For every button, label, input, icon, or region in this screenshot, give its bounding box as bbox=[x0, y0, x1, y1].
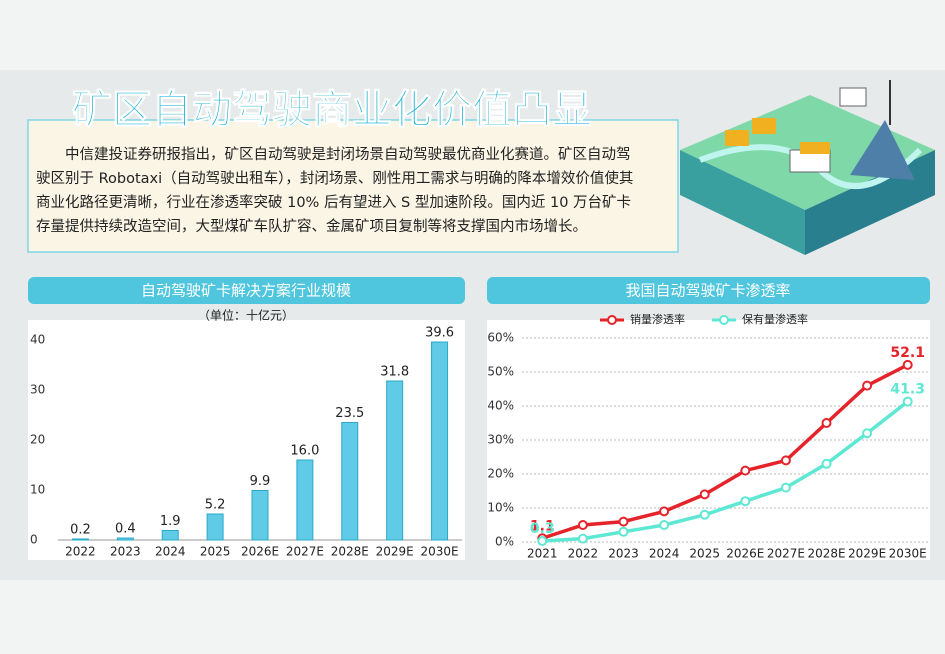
x-tick-label: 2024 bbox=[649, 547, 680, 561]
value-label: 5.2 bbox=[205, 498, 226, 513]
point bbox=[780, 455, 791, 466]
x-tick-label: 2024 bbox=[155, 545, 186, 559]
data-label: 52.1 bbox=[890, 345, 925, 361]
y-tick-label: 40 bbox=[30, 333, 45, 347]
x-tick-label: 2023 bbox=[110, 545, 141, 559]
point bbox=[577, 520, 588, 530]
value-label: 0.2 bbox=[70, 523, 91, 538]
illustration bbox=[680, 80, 935, 255]
line bbox=[542, 400, 909, 543]
bar bbox=[251, 490, 269, 541]
bar bbox=[116, 537, 134, 541]
point bbox=[537, 535, 548, 546]
y-tick-label: 20 bbox=[30, 433, 45, 447]
point bbox=[780, 482, 791, 493]
value-label: 16.0 bbox=[290, 444, 319, 459]
point bbox=[618, 526, 629, 537]
point bbox=[821, 458, 832, 469]
y-tick-label: 0 bbox=[30, 533, 38, 547]
x-tick-label: 2025 bbox=[689, 547, 720, 561]
x-tick-label: 2027E bbox=[767, 547, 805, 561]
point bbox=[740, 465, 751, 476]
x-tick-label: 2023 bbox=[608, 547, 639, 561]
value-label: 39.6 bbox=[425, 326, 454, 341]
point bbox=[862, 428, 873, 439]
point bbox=[740, 496, 751, 507]
intro-box bbox=[27, 119, 679, 253]
point bbox=[699, 489, 710, 500]
line bbox=[541, 363, 909, 540]
x-tick-label: 2027E bbox=[286, 545, 324, 559]
bar bbox=[296, 459, 314, 541]
chart-title: 自动驾驶矿卡解决方案行业规模 bbox=[141, 282, 351, 300]
y-tick-label: 10 bbox=[30, 483, 45, 497]
bar bbox=[206, 513, 224, 541]
y-tick-label: 20% bbox=[487, 467, 514, 481]
x-tick-label: 2026E bbox=[241, 545, 279, 559]
point bbox=[862, 380, 873, 391]
legend-marker bbox=[719, 315, 729, 325]
point bbox=[902, 359, 913, 370]
x-tick-label: 2028E bbox=[807, 547, 845, 561]
value-label: 31.8 bbox=[380, 365, 409, 380]
value-label: 0.4 bbox=[115, 522, 136, 537]
bar bbox=[161, 530, 179, 541]
data-label: 0.3 bbox=[530, 521, 555, 537]
bar bbox=[341, 422, 359, 541]
y-tick-label: 40% bbox=[487, 399, 514, 413]
x-tick-label: 2028E bbox=[331, 545, 369, 559]
intro-text: 中信建投证券研报指出，矿区自动驾驶是封闭场景自动驾驶最优商业化赛道。矿区自动驾驶… bbox=[36, 147, 634, 235]
bar bbox=[431, 341, 449, 541]
value-label: 23.5 bbox=[335, 406, 364, 421]
value-label: 9.9 bbox=[250, 474, 271, 489]
x-tick-label: 2029E bbox=[848, 547, 886, 561]
x-tick-label: 2026E bbox=[726, 547, 764, 561]
y-tick-label: 30 bbox=[30, 383, 45, 397]
x-tick-label: 2030E bbox=[889, 547, 927, 561]
x-tick-label: 2030E bbox=[420, 545, 458, 559]
legend-label: 保有量渗透率 bbox=[742, 312, 808, 326]
point bbox=[659, 520, 670, 530]
data-label: 1.1 bbox=[530, 518, 555, 534]
y-tick-label: 50% bbox=[487, 365, 514, 379]
bar bbox=[386, 380, 404, 541]
legend-marker bbox=[607, 315, 617, 325]
value-label: 1.9 bbox=[160, 514, 181, 529]
x-tick-label: 2022 bbox=[568, 547, 599, 561]
x-tick-label: 2021 bbox=[527, 547, 558, 561]
chart-header bbox=[487, 277, 930, 304]
y-tick-label: 0% bbox=[495, 535, 514, 549]
chart-header bbox=[28, 277, 465, 304]
point bbox=[659, 506, 670, 517]
y-tick-label: 30% bbox=[487, 433, 514, 447]
headline: 矿区自动驾驶商业化价值凸显 bbox=[72, 87, 592, 133]
x-tick-label: 2025 bbox=[200, 545, 231, 559]
point bbox=[699, 509, 710, 520]
y-tick-label: 10% bbox=[487, 501, 514, 515]
chart-subtitle: （单位：十亿元） bbox=[198, 308, 294, 323]
point bbox=[902, 396, 913, 407]
data-label: 41.3 bbox=[890, 382, 925, 398]
x-tick-label: 2029E bbox=[376, 545, 414, 559]
chart-title: 我国自动驾驶矿卡渗透率 bbox=[625, 282, 790, 300]
point bbox=[618, 516, 629, 527]
point bbox=[821, 418, 832, 428]
x-tick-label: 2022 bbox=[65, 545, 96, 559]
legend-label: 销量渗透率 bbox=[630, 312, 685, 326]
bar bbox=[71, 538, 89, 541]
point bbox=[577, 533, 588, 544]
y-tick-label: 60% bbox=[487, 331, 514, 345]
